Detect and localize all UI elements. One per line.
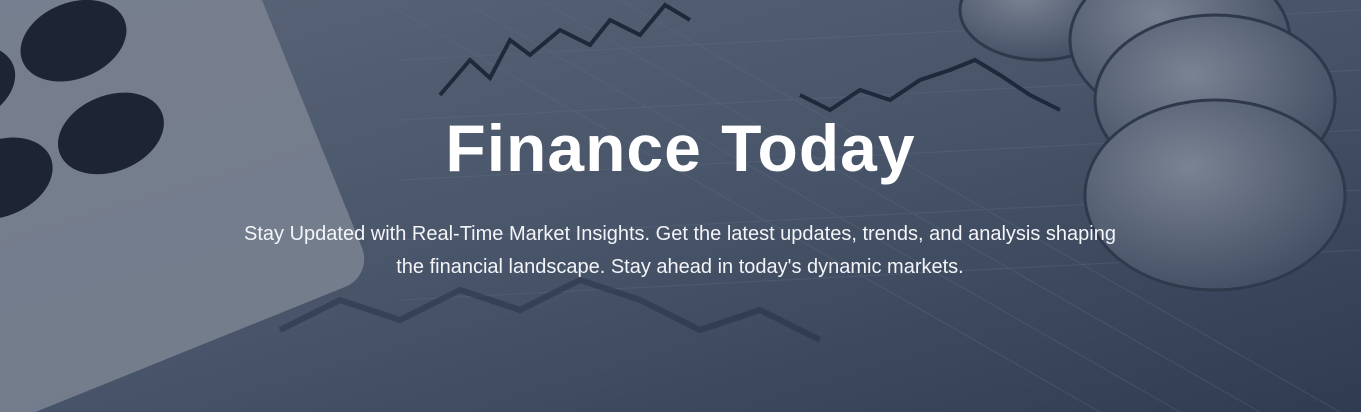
chart-line xyxy=(438,2,692,97)
hero-subtitle: Stay Updated with Real-Time Market Insig… xyxy=(244,223,1116,278)
coins xyxy=(958,0,1347,292)
chart-line-blurred xyxy=(278,276,822,343)
chart-line xyxy=(799,57,1061,113)
calculator xyxy=(0,0,365,412)
hero-title: Finance Today xyxy=(445,111,916,185)
